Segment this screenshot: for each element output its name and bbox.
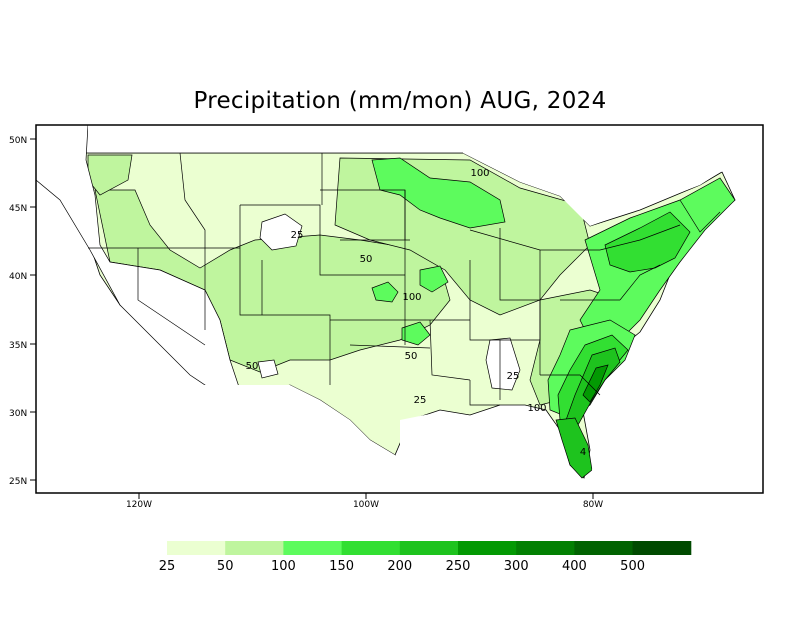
lat-axis	[30, 138, 36, 481]
region-heavy-precip-ks	[371, 281, 399, 303]
legend-swatch	[167, 541, 226, 555]
lon-axis	[138, 493, 594, 499]
contour-label: 100	[527, 403, 546, 414]
lat-label-50n: 50N	[9, 136, 27, 146]
contour-label: 50	[246, 361, 259, 372]
contour-label: 25	[414, 395, 427, 406]
legend-label: 400	[562, 559, 587, 574]
legend-swatch	[283, 541, 343, 555]
region-gulf	[400, 408, 560, 493]
lon-label-100w: 100W	[353, 500, 379, 510]
legend-swatch	[341, 541, 401, 555]
region-canada	[88, 125, 763, 226]
contour-label: 100	[470, 168, 489, 179]
region-heavy-precip-ok	[401, 321, 431, 346]
lon-label-120w: 120W	[126, 500, 152, 510]
region-atlantic	[592, 215, 763, 493]
region-florida-precip	[555, 417, 593, 479]
legend-label: 200	[387, 559, 412, 574]
legend-swatch	[574, 541, 634, 555]
lat-label-45n: 45N	[9, 204, 27, 214]
legend-swatch	[399, 541, 459, 555]
region-mexico	[200, 385, 400, 493]
contour-label: 50	[405, 351, 418, 362]
region-moderate-precip-north	[334, 157, 591, 316]
lon-label-80w: 80W	[583, 500, 603, 510]
region-heavy-precip-ia	[419, 265, 449, 293]
region-extreme-precip-core	[582, 364, 609, 403]
legend-swatches	[167, 541, 692, 555]
contour-label: 25	[507, 371, 520, 382]
lat-label-40n: 40N	[9, 272, 27, 282]
map-title: Precipitation (mm/mon) AUG, 2024	[193, 88, 607, 114]
region-dry-ms	[485, 337, 521, 391]
region-heavy-precip-mn	[371, 157, 506, 229]
legend-label: 500	[620, 559, 645, 574]
contour-label: 25	[291, 230, 304, 241]
lat-label-25n: 25N	[9, 477, 27, 487]
legend-swatch	[516, 541, 575, 555]
lat-label-35n: 35N	[9, 341, 27, 351]
contour-label: 50	[360, 254, 373, 265]
legend-label: 25	[159, 559, 176, 574]
legend-label: 150	[329, 559, 354, 574]
legend-label: 100	[271, 559, 296, 574]
legend-swatch	[225, 541, 284, 555]
lat-label-30n: 30N	[9, 409, 27, 419]
legend-swatch	[458, 541, 517, 555]
region-dry-az	[257, 359, 279, 379]
legend-swatch	[632, 541, 692, 555]
region-dry-west	[36, 125, 241, 396]
legend-label: 50	[217, 559, 234, 574]
region-dry-wy	[259, 213, 303, 251]
state-boundaries	[88, 152, 721, 406]
legend-labels: 25 50 100 150 200 250 300 400 500	[159, 559, 645, 574]
region-very-heavy-precip-ne	[604, 211, 691, 273]
contour-label: 100	[402, 292, 421, 303]
legend-label: 300	[504, 559, 529, 574]
contour-label: 4	[580, 447, 586, 458]
map-frame	[35, 124, 764, 494]
legend-label: 250	[446, 559, 471, 574]
